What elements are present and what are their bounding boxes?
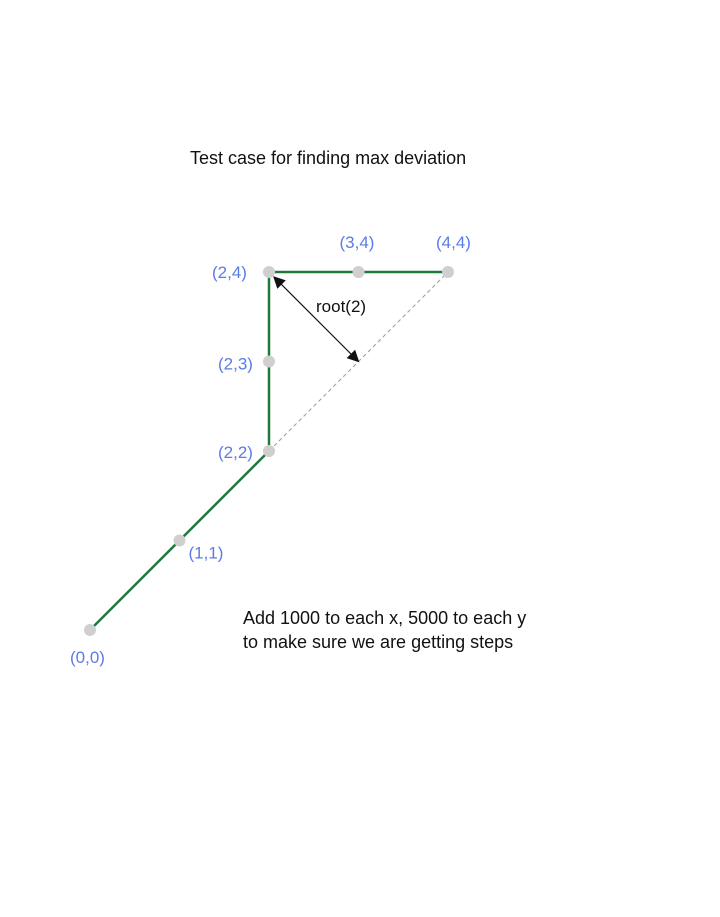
point-label: (0,0): [70, 648, 105, 667]
point-label: (4,4): [436, 233, 471, 252]
point-marker: [263, 445, 275, 457]
deviation-arrow: [273, 276, 360, 363]
point-label: (3,4): [340, 233, 375, 252]
point-label: (1,1): [189, 544, 224, 563]
note-line-1: Add 1000 to each x, 5000 to each y: [243, 608, 526, 628]
point-marker: [263, 355, 275, 368]
diagram-title: Test case for finding max deviation: [190, 148, 466, 168]
deviation-label: root(2): [316, 297, 366, 316]
note-line-2: to make sure we are getting steps: [243, 632, 513, 652]
point-label: (2,3): [218, 355, 253, 374]
point-label: (2,2): [218, 443, 253, 462]
point-marker: [442, 266, 454, 278]
point-marker: [84, 624, 96, 636]
point-marker: [173, 534, 186, 547]
point-marker: [352, 266, 365, 278]
point-label: (2,4): [212, 263, 247, 282]
point-marker: [263, 266, 275, 278]
